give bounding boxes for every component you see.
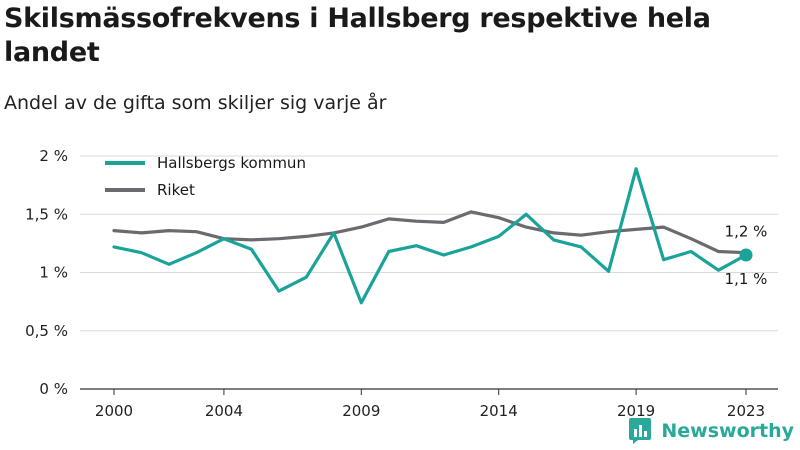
endpoint-marker [739,248,753,262]
series-lines [112,167,753,305]
chart-title: Skilsmässofrekvens i Hallsberg respektiv… [4,3,711,68]
gridlines [80,155,778,390]
x-axis-ticks: 2000 2004 2009 2014 2019 2023 [95,389,765,420]
y-tick-label: 0,5 % [25,322,68,340]
y-tick-label: 1 % [39,264,68,282]
newsworthy-logo-icon [629,418,652,444]
x-tick-label: 2019 [617,402,655,420]
x-tick-label: 2023 [727,402,765,420]
legend: Hallsbergs kommun Riket [105,154,306,199]
x-tick-label: 2014 [480,402,518,420]
x-tick-label: 2004 [205,402,243,420]
y-tick-label: 0 % [39,380,68,398]
brand-name: Newsworthy [661,420,794,442]
x-tick-label: 2000 [95,402,133,420]
x-tick-label: 2009 [342,402,380,420]
series-line-riket [112,210,748,255]
legend-label: Hallsbergs kommun [157,154,306,172]
y-tick-label: 2 % [39,147,68,165]
end-label-hallsberg: 1,1 % [725,270,768,288]
y-tick-label: 1,5 % [25,205,68,223]
chart-subtitle: Andel av de gifta som skiljer sig varje … [4,92,387,114]
legend-label: Riket [157,181,195,199]
end-label-riket: 1,2 % [725,223,768,241]
newsworthy-logo: Newsworthy [629,418,794,444]
y-axis-ticks: 0 % 0,5 % 1 % 1,5 % 2 % [25,147,68,398]
end-labels: 1,2 % 1,1 % [725,223,768,288]
series-line-hallsberg [112,167,748,305]
